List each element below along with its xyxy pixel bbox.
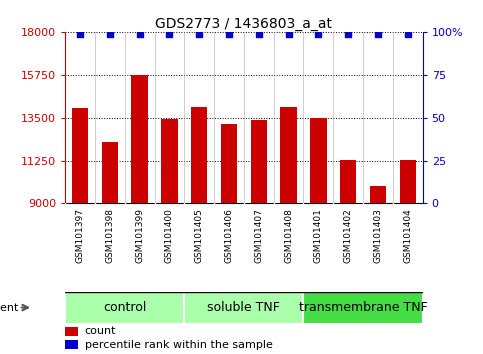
Text: GSM101406: GSM101406 — [225, 208, 233, 263]
Point — [285, 32, 293, 37]
Bar — [65, 340, 78, 349]
Point — [76, 32, 84, 37]
Text: soluble TNF: soluble TNF — [208, 301, 280, 314]
Title: GDS2773 / 1436803_a_at: GDS2773 / 1436803_a_at — [156, 17, 332, 31]
Text: percentile rank within the sample: percentile rank within the sample — [85, 340, 273, 350]
Text: GSM101399: GSM101399 — [135, 208, 144, 263]
Bar — [131, 75, 148, 204]
Text: GSM101401: GSM101401 — [314, 208, 323, 263]
Bar — [161, 119, 178, 204]
Text: GSM101407: GSM101407 — [255, 208, 263, 263]
Bar — [102, 142, 118, 204]
Bar — [340, 160, 356, 204]
Text: GSM101402: GSM101402 — [344, 208, 353, 263]
Text: GSM101404: GSM101404 — [403, 208, 412, 263]
Bar — [221, 124, 237, 204]
Bar — [399, 160, 416, 204]
Bar — [251, 120, 267, 204]
Bar — [370, 186, 386, 204]
Point — [195, 32, 203, 37]
Point — [344, 32, 352, 37]
Text: GSM101398: GSM101398 — [105, 208, 114, 263]
Bar — [72, 108, 88, 204]
Bar — [310, 118, 327, 204]
Text: GSM101400: GSM101400 — [165, 208, 174, 263]
Point — [106, 32, 114, 37]
Text: GSM101397: GSM101397 — [76, 208, 85, 263]
Text: agent: agent — [0, 303, 19, 313]
Text: transmembrane TNF: transmembrane TNF — [298, 301, 427, 314]
Point — [166, 32, 173, 37]
Bar — [281, 107, 297, 204]
Bar — [65, 327, 78, 336]
Text: GSM101403: GSM101403 — [373, 208, 383, 263]
Point — [225, 32, 233, 37]
Point — [314, 32, 322, 37]
Text: count: count — [85, 326, 116, 336]
Text: GSM101408: GSM101408 — [284, 208, 293, 263]
Point — [255, 32, 263, 37]
Point — [374, 32, 382, 37]
Text: control: control — [103, 301, 146, 314]
Bar — [65, 292, 185, 324]
Point — [404, 32, 412, 37]
Bar — [303, 292, 423, 324]
Bar — [191, 107, 207, 204]
Bar — [185, 292, 303, 324]
Point — [136, 32, 143, 37]
Text: GSM101405: GSM101405 — [195, 208, 204, 263]
